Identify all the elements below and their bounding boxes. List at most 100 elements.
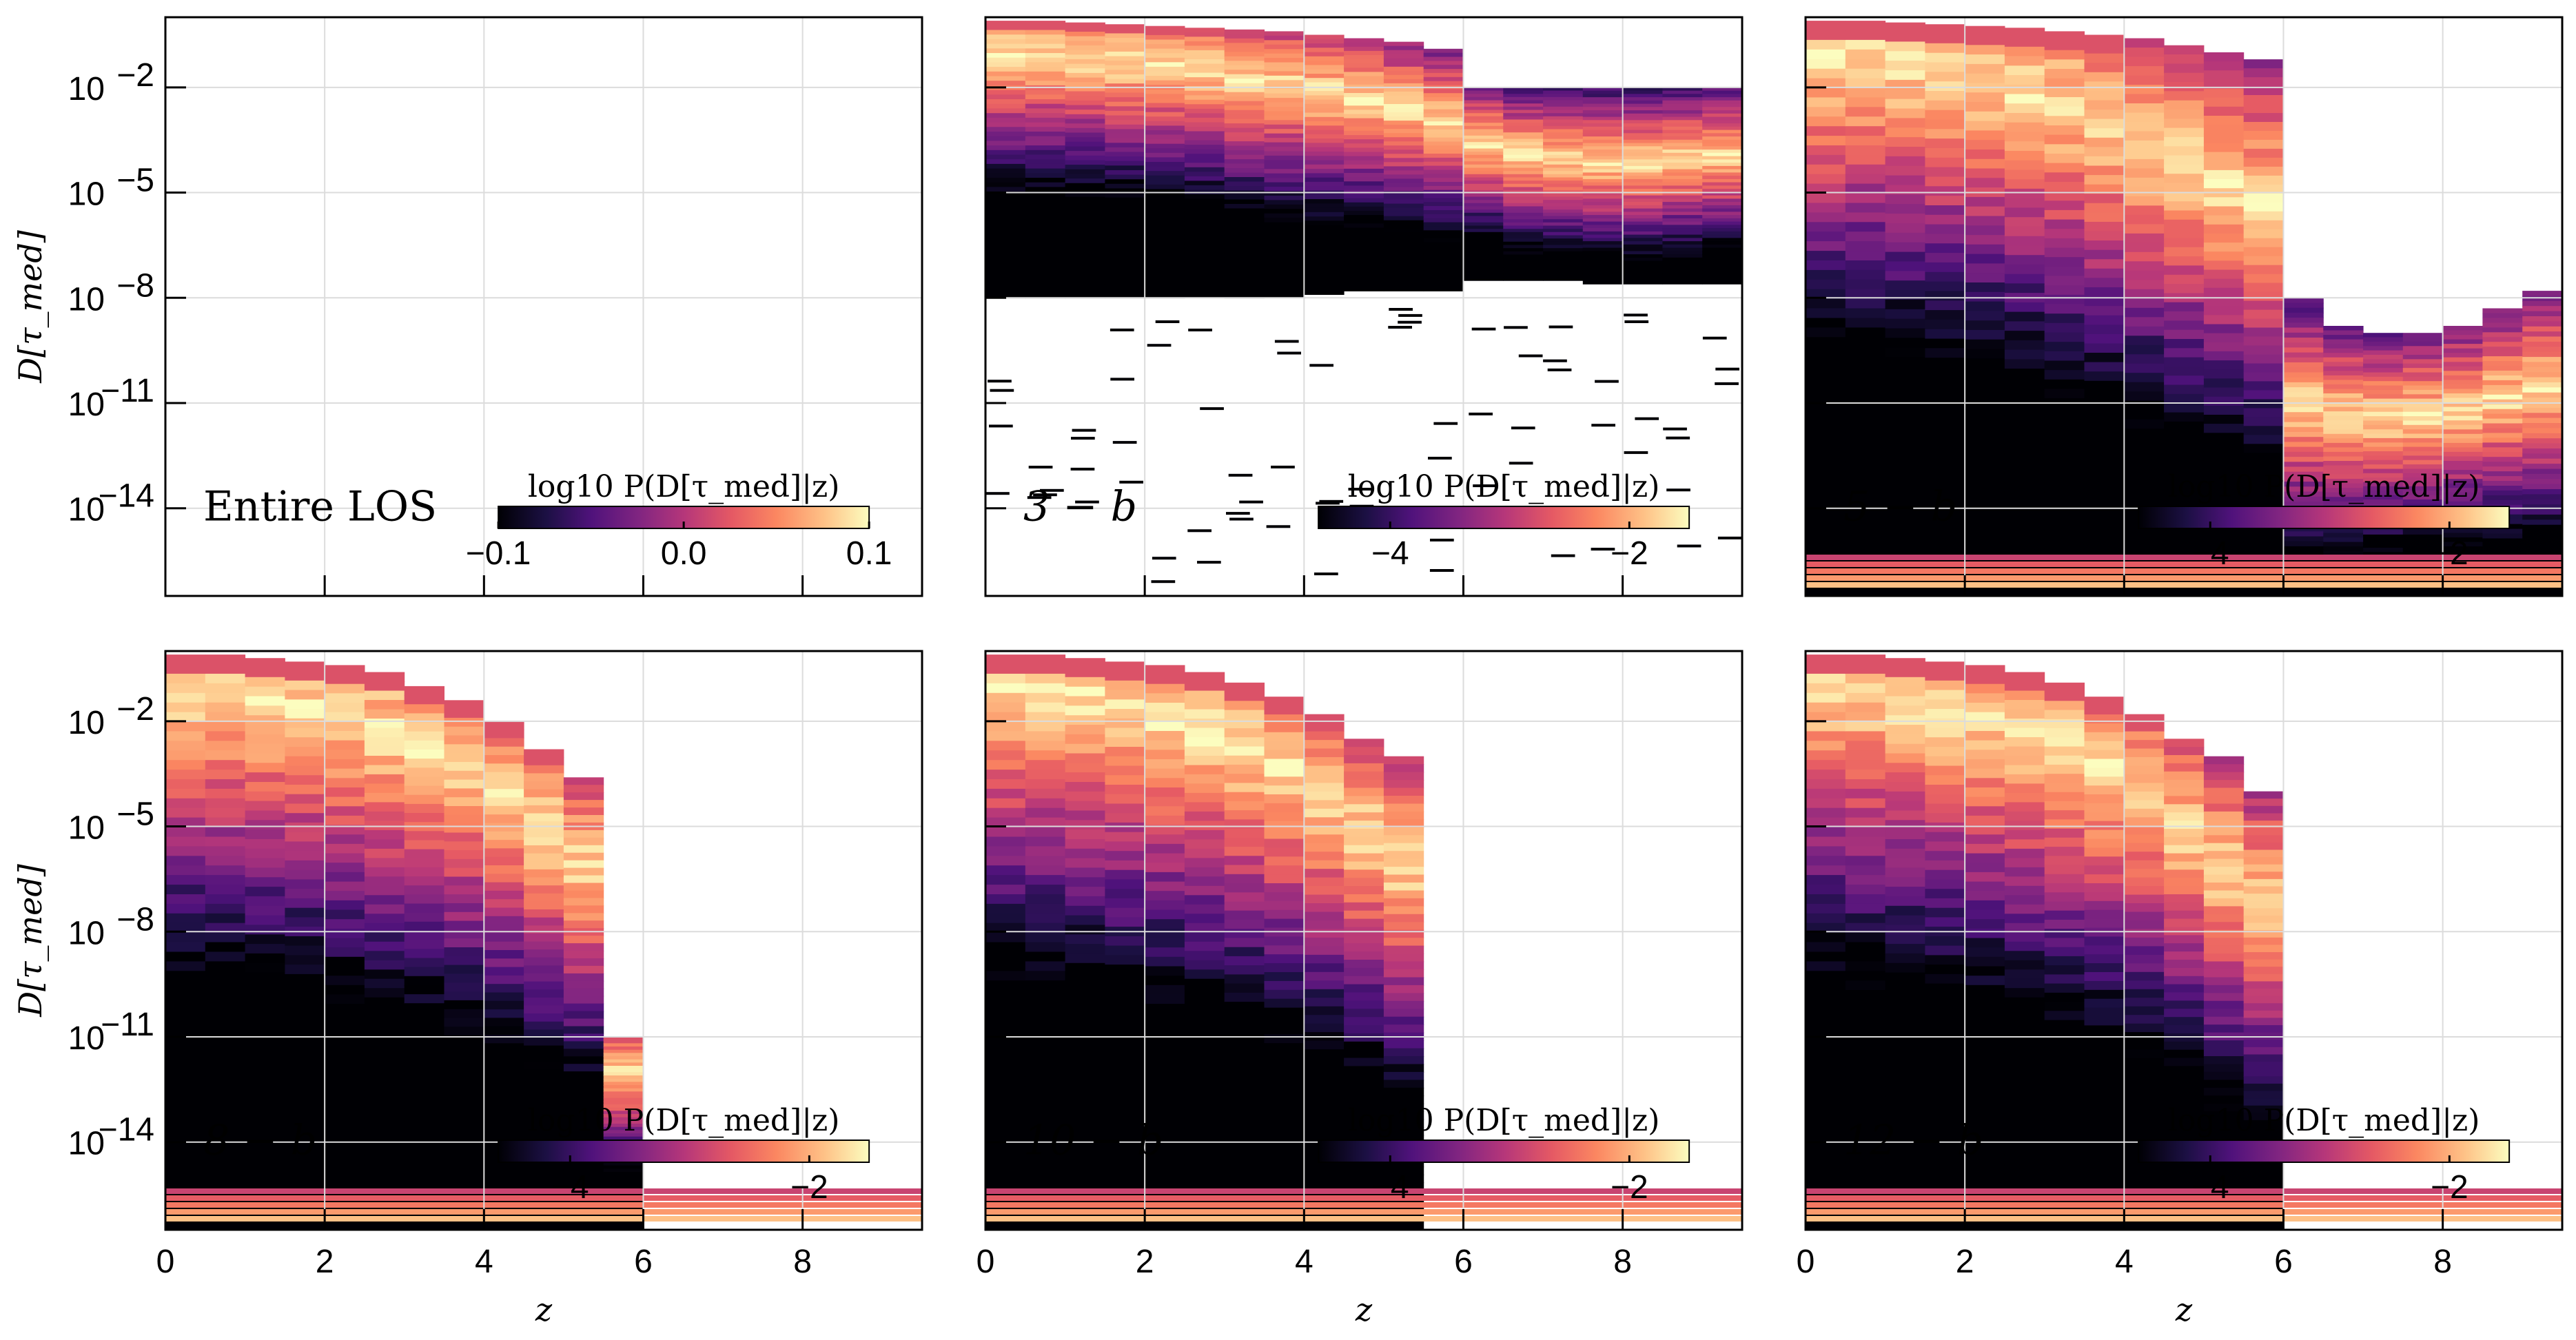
heat-cell (2243, 68, 2284, 78)
heat-cell (2004, 207, 2045, 218)
heat-cell (1543, 142, 1584, 146)
heat-cell (1344, 935, 1384, 945)
heat-cell (1025, 798, 1066, 809)
heat-cell (1806, 664, 1846, 674)
heat-cell (1383, 1048, 1424, 1057)
heat-cell (1965, 386, 2005, 398)
heat-cell (205, 922, 246, 934)
heat-cell (2084, 212, 2125, 223)
heat-cell (2164, 821, 2205, 829)
heat-cell (1344, 59, 1384, 64)
heat-cell (1806, 68, 1846, 79)
heat-cell (1105, 97, 1145, 103)
heat-cell (1264, 196, 1305, 201)
heat-cell (1264, 1176, 1305, 1186)
heat-cell (2084, 998, 2125, 1009)
heat-cell (1925, 310, 1965, 320)
heat-cell (1622, 238, 1663, 242)
heat-cell (2243, 1091, 2284, 1099)
heat-cell (1065, 1010, 1105, 1021)
heat-cell (1582, 198, 1624, 203)
heat-cell (1925, 860, 1965, 871)
heat-cell (1463, 164, 1504, 169)
heat-cell (1025, 274, 1066, 280)
heat-cell (2323, 384, 2364, 390)
heat-cell (1885, 519, 1925, 530)
heat-cell (2482, 347, 2523, 352)
heat-cell (484, 797, 524, 807)
heat-cell (2522, 535, 2563, 541)
heat-cell (1806, 78, 1846, 89)
heat-cell (1503, 145, 1544, 150)
heat-cell (1184, 28, 1225, 33)
heat-cell (2004, 46, 2045, 57)
heat-cell (285, 955, 325, 965)
heat-cell (1463, 129, 1504, 133)
heat-cell (985, 154, 1026, 160)
heat-cell (1383, 954, 1424, 962)
heat-cell (2084, 963, 2125, 973)
heat-cell (1145, 270, 1185, 276)
outlier-mark (988, 380, 1012, 383)
heat-cell (2522, 362, 2563, 368)
heat-cell (2164, 943, 2205, 952)
heat-cell (1503, 258, 1544, 262)
heat-cell (985, 30, 1026, 35)
x-tick-label: 6 (2274, 1244, 2293, 1280)
heat-cell (444, 1053, 484, 1063)
heat-cell (484, 1111, 524, 1120)
heat-cell (603, 1082, 644, 1086)
heat-cell (1344, 918, 1384, 928)
heat-cell (2164, 367, 2205, 377)
heat-cell (524, 1093, 564, 1102)
heat-cell (2283, 422, 2324, 428)
heat-cell (2243, 390, 2284, 400)
heat-cell (1025, 865, 1066, 876)
heat-cell (165, 1047, 206, 1058)
heat-cell (1344, 269, 1384, 275)
heat-cell (1184, 113, 1225, 118)
heat-cell (2124, 140, 2165, 151)
heat-cell (1264, 253, 1305, 258)
heat-cell (1702, 234, 1743, 239)
heat-cell (1806, 885, 1846, 895)
heat-cell (1065, 791, 1105, 802)
y-tick-label: 10 (68, 705, 105, 741)
heat-cell (1344, 261, 1384, 267)
heat-cell (563, 1222, 604, 1230)
heat-cell (1806, 241, 1846, 251)
heat-cell (1702, 247, 1743, 252)
heat-cell (1065, 224, 1105, 230)
heat-cell (404, 867, 444, 877)
heat-cell (1065, 982, 1105, 992)
heat-cell (1423, 230, 1464, 235)
heat-cell (245, 1106, 285, 1116)
y-tick-exponent: −5 (116, 796, 154, 833)
heat-cell (2243, 399, 2284, 409)
heat-cell (1845, 827, 1886, 838)
heat-cell (1806, 490, 1846, 501)
heat-cell (364, 709, 405, 719)
heat-cell (1965, 1041, 2005, 1052)
heat-cell (1463, 154, 1504, 159)
heat-cell (1582, 247, 1624, 252)
heat-cell (1184, 876, 1225, 887)
heat-cell (1423, 76, 1464, 82)
heat-cell (2363, 495, 2404, 500)
heat-cell (603, 1069, 644, 1073)
heat-cell (1925, 993, 1965, 1003)
heat-cell (245, 763, 285, 773)
heat-cell (1845, 1124, 1886, 1135)
floor-band (985, 1209, 1742, 1215)
heat-cell (2323, 591, 2364, 597)
heat-cell (1845, 490, 1886, 501)
heat-cell (2164, 861, 2205, 871)
heat-cell (1582, 139, 1624, 144)
heat-cell (1845, 664, 1886, 674)
heat-cell (2243, 345, 2284, 355)
heat-cell (1105, 70, 1145, 75)
heat-cell (2442, 429, 2483, 435)
heat-cell (484, 1162, 524, 1171)
heat-cell (1383, 1040, 1424, 1049)
heat-cell (1463, 123, 1504, 127)
